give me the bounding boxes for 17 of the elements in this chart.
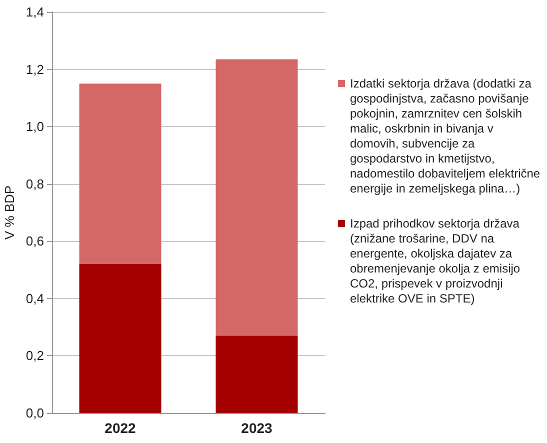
y-tick-label: 0,8 — [26, 176, 44, 192]
bar — [216, 59, 298, 336]
bar — [79, 84, 162, 264]
x-tick-label: 2023 — [241, 420, 273, 436]
y-tick-label: 0,2 — [26, 348, 44, 364]
y-tick-label: 0,4 — [26, 290, 44, 306]
y-tick-label: 0,6 — [26, 234, 44, 249]
y-tick-label: 0,0 — [26, 406, 44, 420]
y-axis-title: V % BDP — [2, 185, 17, 240]
x-tick-label: 2022 — [104, 420, 136, 436]
y-tick-label: 1,0 — [26, 119, 44, 134]
bar — [216, 336, 298, 413]
legend-label: Izpad prihodkov sektorja država (znižane trošarine, DDV na energente, okoljska dajatev za obremenjevanje okolja z emisijo CO2, prispevek v proizvodnji elektrike OVE in SPTE) — [350, 216, 520, 306]
bar — [79, 264, 162, 413]
legend-label: Izdatki sektorja država (dodatki za gospodinjstva, začasno povišanje pokojnin, zamrznitev cen šolskih malic, oskrbnin in bivanja v domovih, subvencije za gospodarstvo in kmetijstvo, nadomestilo dobaviteljem električne energije in zemeljskega plina…) — [350, 76, 540, 196]
y-tick-label: 1,2 — [26, 62, 44, 77]
y-tick-label: 1,4 — [26, 4, 44, 20]
